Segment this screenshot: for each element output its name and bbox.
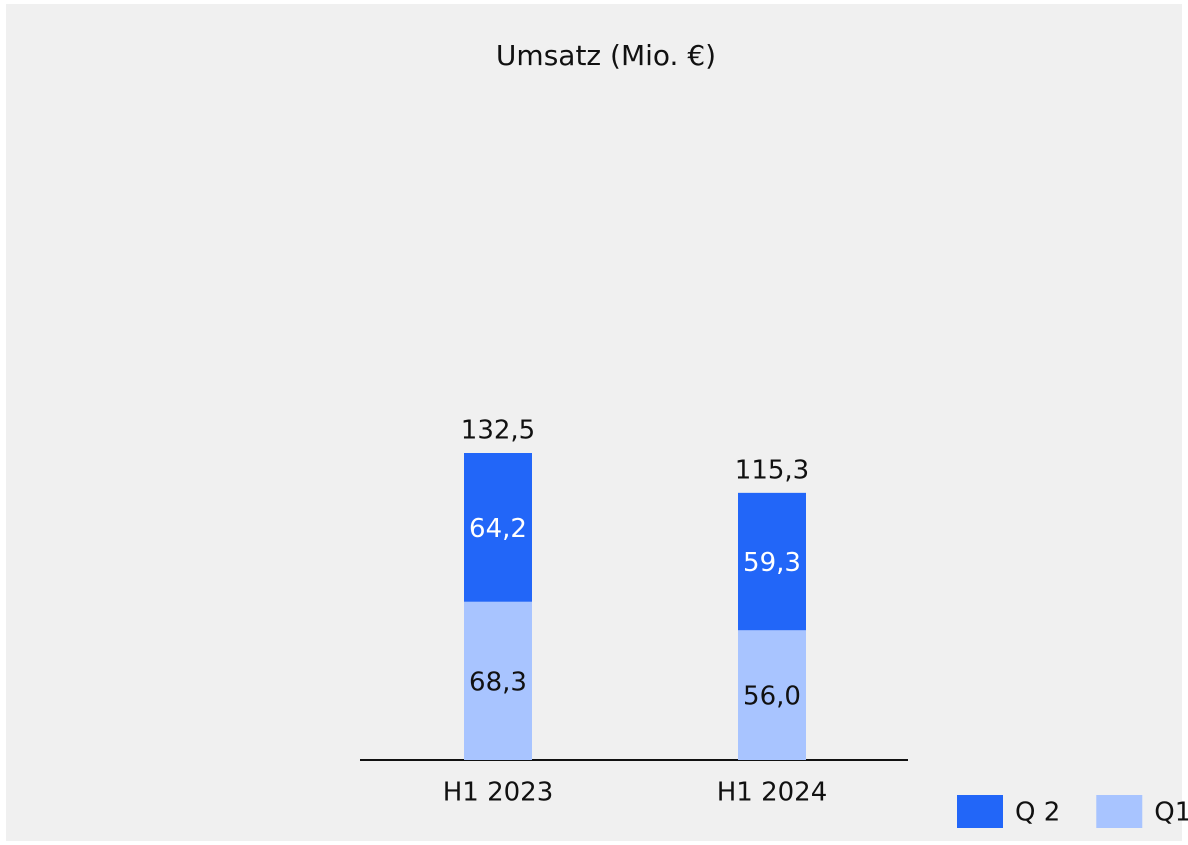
bar-segment — [738, 630, 806, 760]
total-label: 132,5 — [461, 415, 535, 445]
bar-segment — [464, 601, 532, 760]
legend-label: Q 2 — [1015, 798, 1060, 828]
value-label: 59,3 — [743, 548, 801, 578]
value-label: 64,2 — [469, 514, 527, 544]
legend-swatch — [1096, 795, 1143, 828]
bar-segment — [738, 492, 806, 631]
bar-segment — [464, 452, 532, 602]
legend-label: Q1 — [1154, 798, 1188, 828]
total-label: 115,3 — [735, 455, 809, 485]
legend-swatch — [957, 795, 1003, 828]
value-label: 68,3 — [469, 667, 527, 697]
value-label: 56,0 — [743, 682, 801, 712]
x-tick-label: H1 2023 — [443, 778, 554, 808]
chart-title: Umsatz (Mio. €) — [496, 39, 716, 72]
x-tick-label: H1 2024 — [717, 778, 828, 808]
chart-background — [6, 4, 1182, 841]
